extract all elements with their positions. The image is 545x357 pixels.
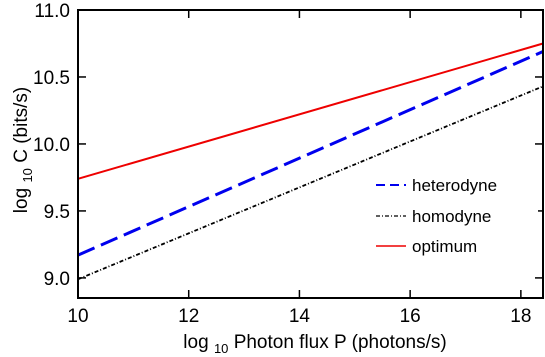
y-axis-ticks: 9.0 9.5 10.0 10.5 11.0: [33, 1, 543, 290]
x-axis-ticks: 10 12 14 16 18: [67, 10, 531, 327]
x-tick-label: 12: [178, 306, 199, 327]
series-line-homodyne: [77, 85, 544, 281]
plot-frame: [77, 9, 544, 299]
x-tick-label: 14: [289, 306, 311, 327]
x-axis-label-subscript: 10: [214, 341, 228, 356]
legend-label-homodyne: homodyne: [412, 207, 491, 226]
series-line-heterodyne: [77, 50, 544, 257]
y-axis-label-subscript: 10: [20, 168, 35, 182]
legend-label-heterodyne: heterodyne: [412, 176, 497, 195]
x-axis-label-text: Photon flux P (photons/s): [234, 332, 447, 353]
x-tick-label: 10: [67, 306, 88, 327]
plot-layer: [77, 42, 544, 281]
series-line-optimum: [77, 42, 544, 180]
x-tick-label: 18: [510, 306, 531, 327]
y-axis-label-log: log: [11, 188, 32, 213]
y-tick-label: 9.5: [44, 202, 70, 223]
x-axis-label-log: log: [183, 332, 208, 353]
y-tick-label: 9.0: [44, 269, 70, 290]
legend-label-optimum: optimum: [412, 237, 477, 256]
legend: heterodyne homodyne optimum: [368, 169, 538, 264]
x-tick-label: 16: [400, 306, 421, 327]
y-axis-label: log 10 C (bits/s): [11, 87, 37, 213]
y-tick-label: 10.0: [33, 135, 70, 156]
x-axis-label: log 10 Photon flux P (photons/s): [183, 332, 446, 357]
y-tick-label: 10.5: [33, 68, 70, 89]
y-tick-label: 11.0: [34, 1, 70, 22]
y-axis-label-text: C (bits/s): [11, 87, 32, 163]
